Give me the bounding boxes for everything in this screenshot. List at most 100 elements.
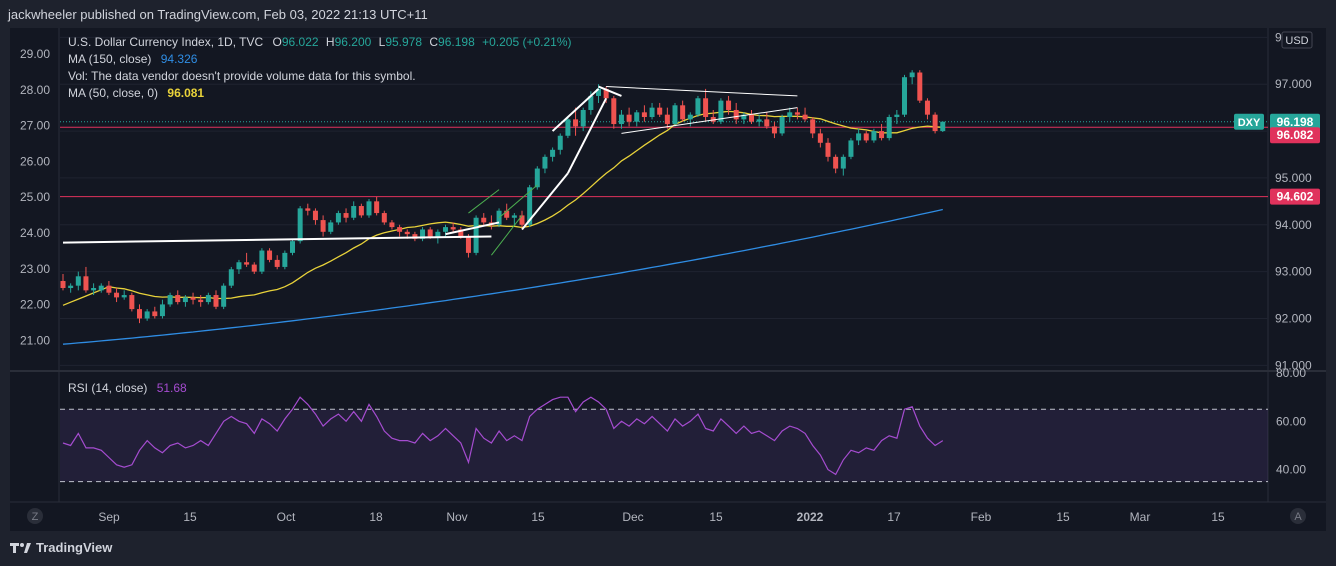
candle-body — [443, 227, 448, 232]
candle-body — [886, 117, 892, 139]
candle-body — [358, 206, 364, 216]
ma50-badge: 96.082 — [1277, 128, 1314, 142]
trendline — [567, 97, 608, 174]
candle-body — [182, 297, 188, 303]
legend-ma150[interactable]: MA (150, close) 94.326 — [68, 52, 197, 66]
candle-body — [98, 285, 104, 291]
candle-body — [121, 295, 127, 298]
legend-symbol: U.S. Dollar Currency Index, 1D, TVC — [68, 35, 264, 49]
trendline — [551, 88, 600, 132]
candle-body — [504, 210, 510, 218]
right-axis-tick: 94.000 — [1275, 218, 1312, 232]
candle-body — [328, 222, 334, 232]
candle-body — [596, 88, 601, 96]
time-axis-label: Oct — [277, 510, 296, 524]
candle-body — [534, 168, 540, 188]
candle-body — [159, 304, 165, 317]
zoom-button-label: Z — [32, 511, 39, 523]
publish-header: jackwheeler published on TradingView.com… — [8, 7, 428, 22]
currency-badge: USD — [1285, 35, 1308, 47]
candle-body — [817, 133, 823, 143]
legend-h-label: H — [325, 35, 335, 49]
level-badge-bg — [1270, 188, 1320, 205]
candle-body — [259, 250, 265, 272]
candle-body — [228, 269, 234, 286]
rsi-axis-tick: 80.00 — [1276, 366, 1306, 380]
ma50-badge-bg — [1270, 127, 1320, 144]
time-axis-label: 15 — [531, 510, 545, 524]
candle-body — [106, 285, 112, 293]
currency-badge-bg — [1281, 31, 1313, 49]
candle-body — [374, 201, 380, 214]
ma150-value: 94.326 — [160, 52, 198, 66]
ma50-value: 96.081 — [167, 86, 205, 100]
rsi-band-fill — [60, 409, 1268, 482]
candle-body — [726, 100, 732, 110]
candle-body — [435, 231, 441, 237]
rsi-axis-tick: 40.00 — [1276, 463, 1306, 477]
candles-layer — [60, 70, 946, 324]
time-axis-label: 15 — [709, 510, 723, 524]
time-axis-label: Feb — [971, 510, 992, 524]
left-axis-tick: 28.00 — [20, 83, 50, 97]
candle-body — [175, 295, 181, 303]
candle-body — [802, 114, 808, 120]
candle-body — [412, 234, 418, 239]
candle-body — [771, 126, 777, 134]
tradingview-footer[interactable]: TradingView — [10, 540, 112, 555]
volume-note: Vol: The data vendor doesn't provide vol… — [68, 69, 416, 83]
ma50-layer — [62, 110, 943, 306]
candle-body — [764, 119, 770, 127]
legend-rsi[interactable]: RSI (14, close) 51.68 — [68, 381, 187, 395]
candle-body — [458, 229, 464, 237]
candle-body — [221, 285, 227, 307]
candle-body — [840, 156, 846, 169]
candle-body — [695, 98, 701, 115]
legend-main: U.S. Dollar Currency Index, 1D, TVC O96.… — [68, 35, 572, 49]
legend-ma50[interactable]: MA (50, close, 0) 96.081 — [68, 86, 204, 100]
candle-body — [190, 297, 196, 300]
legend-c-label: C — [429, 35, 439, 49]
symbol-badge: DXY — [1238, 117, 1261, 129]
legend-change: +0.205 (+0.21%) — [482, 35, 572, 49]
time-axis-label: Nov — [446, 510, 467, 524]
candle-body — [527, 187, 533, 225]
candle-body — [129, 295, 135, 310]
candle-body — [573, 119, 579, 127]
candle-body — [481, 217, 487, 223]
left-axis-tick: 24.00 — [20, 226, 50, 240]
candle-body — [863, 133, 869, 141]
rsi-layer — [60, 396, 1268, 483]
candle-body — [420, 229, 426, 239]
candle-body — [932, 114, 938, 132]
right-axis-tick: 95.000 — [1275, 171, 1312, 185]
candle-body — [144, 311, 150, 319]
trendline — [498, 184, 538, 219]
candle-body — [167, 295, 173, 305]
chart-canvas[interactable]: 98.00097.00096.00095.00094.00093.00092.0… — [10, 28, 1326, 531]
time-axis-label: Mar — [1130, 510, 1151, 524]
candle-body — [473, 217, 479, 253]
candle-body — [290, 241, 295, 253]
symbol-badge-bg — [1234, 113, 1264, 130]
candle-body — [902, 77, 907, 115]
candle-body — [718, 100, 724, 122]
left-axis-tick: 26.00 — [20, 154, 50, 168]
candle-body — [274, 259, 280, 267]
candle-body — [588, 95, 594, 110]
candle-body — [825, 142, 831, 157]
chart-area[interactable]: 98.00097.00096.00095.00094.00093.00092.0… — [10, 28, 1326, 531]
candle-body — [749, 114, 754, 122]
ma150-line — [62, 208, 943, 345]
right-axis-tick: 92.000 — [1275, 311, 1312, 325]
candle-body — [213, 295, 219, 307]
rsi-line — [62, 396, 944, 476]
candle-body — [710, 117, 716, 122]
trendline — [491, 215, 523, 256]
candle-body — [244, 262, 250, 265]
left-axis-tick: 23.00 — [20, 262, 50, 276]
candle-body — [427, 229, 433, 237]
candle-body — [779, 117, 785, 134]
candle-body — [833, 156, 839, 169]
